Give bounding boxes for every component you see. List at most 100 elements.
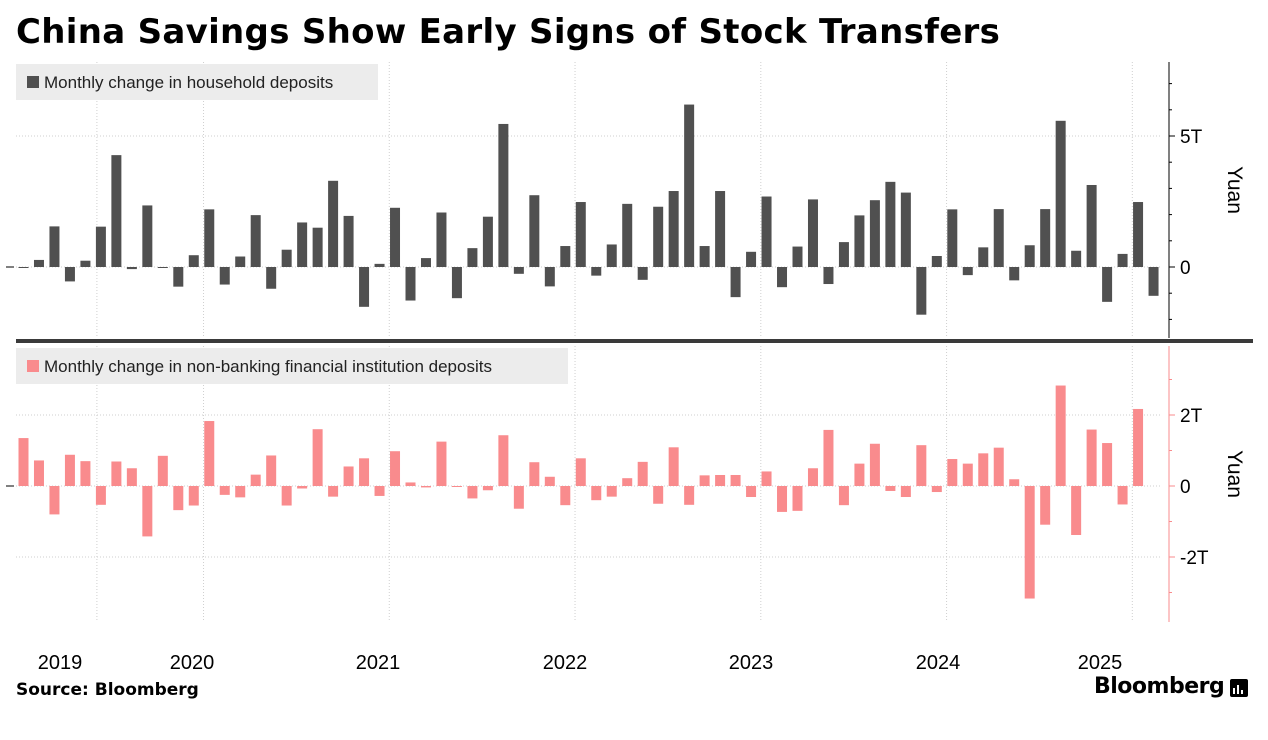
- bar: [838, 486, 849, 506]
- bar: [653, 486, 664, 504]
- bar: [699, 246, 710, 267]
- y-tick-label: 0: [1180, 258, 1191, 279]
- bar: [560, 486, 571, 506]
- bar: [359, 458, 370, 486]
- bar: [266, 267, 277, 289]
- bar: [126, 267, 137, 270]
- bar: [328, 180, 339, 267]
- bar: [173, 486, 184, 511]
- bar: [807, 468, 818, 486]
- bar: [219, 486, 230, 495]
- bar: [544, 267, 555, 287]
- bar: [235, 256, 246, 267]
- bar: [64, 267, 75, 282]
- legend-swatch: [27, 76, 39, 88]
- bar: [622, 203, 633, 267]
- bar: [390, 451, 401, 486]
- bar: [250, 474, 261, 486]
- x-tick-label: 2023: [729, 652, 774, 674]
- bar: [993, 209, 1004, 267]
- bar: [482, 216, 493, 267]
- bar: [792, 486, 803, 511]
- y-tick-label: 2T: [1180, 406, 1203, 427]
- bar: [235, 486, 246, 498]
- bar: [947, 209, 958, 267]
- bar: [529, 462, 540, 486]
- bar: [668, 447, 679, 486]
- bar: [219, 267, 230, 285]
- bar: [575, 458, 586, 486]
- bar: [1148, 267, 1159, 296]
- bar: [188, 255, 199, 267]
- x-tick-label: 2022: [543, 652, 588, 674]
- bar: [854, 463, 865, 486]
- bar: [436, 212, 447, 267]
- bar: [281, 486, 292, 506]
- bar: [420, 258, 431, 267]
- bar: [173, 267, 184, 287]
- bar: [64, 454, 75, 486]
- bar: [823, 429, 834, 486]
- bar: [792, 246, 803, 267]
- bar: [405, 267, 416, 301]
- x-tick-label: 2024: [916, 652, 961, 674]
- x-tick-label: 2019: [38, 652, 83, 674]
- legend-label: Monthly change in non-banking financial …: [44, 357, 492, 376]
- bar: [33, 460, 44, 486]
- bar: [1009, 267, 1020, 281]
- bar: [529, 195, 540, 267]
- bar: [916, 445, 927, 486]
- bar: [80, 461, 91, 486]
- bar: [993, 447, 1004, 486]
- bar: [142, 205, 153, 267]
- bloomberg-logo: Bloomberg: [1094, 674, 1225, 699]
- bar: [606, 486, 617, 497]
- bar: [900, 192, 911, 267]
- bloomberg-chart-icon: [1230, 679, 1248, 697]
- bar: [1055, 120, 1066, 267]
- bar: [1055, 385, 1066, 486]
- bar: [498, 435, 509, 486]
- legend-label: Monthly change in household deposits: [44, 73, 333, 92]
- bar: [436, 441, 447, 486]
- bar: [312, 429, 323, 486]
- x-tick-label: 2020: [170, 652, 215, 674]
- bar: [359, 267, 370, 307]
- bar: [498, 123, 509, 267]
- bar: [1086, 184, 1097, 267]
- bar: [33, 259, 44, 267]
- bar: [684, 104, 695, 267]
- bar: [807, 199, 818, 267]
- bar: [1117, 253, 1128, 267]
- bar: [854, 215, 865, 267]
- bar: [978, 247, 989, 267]
- bar: [668, 191, 679, 267]
- bar: [916, 267, 927, 315]
- bar: [746, 486, 757, 498]
- bar: [560, 246, 571, 267]
- bar: [343, 466, 354, 486]
- bar: [328, 486, 339, 497]
- bar: [730, 267, 741, 298]
- bar: [1102, 443, 1113, 486]
- bar: [513, 486, 524, 509]
- legend-swatch: [27, 360, 39, 372]
- bar: [374, 263, 385, 267]
- bar: [761, 196, 772, 267]
- y-tick-label: 0: [1180, 477, 1191, 498]
- bar: [715, 191, 726, 267]
- bar: [591, 267, 602, 276]
- bar: [699, 475, 710, 486]
- bar: [869, 200, 880, 267]
- bar: [1024, 245, 1035, 267]
- bar: [637, 267, 648, 280]
- bar: [420, 486, 431, 488]
- bar: [1024, 486, 1035, 599]
- bar: [111, 155, 122, 267]
- bar: [126, 468, 137, 486]
- bar: [467, 486, 478, 499]
- panel-divider: [16, 339, 1253, 343]
- bar: [1102, 267, 1113, 302]
- bar: [838, 242, 849, 267]
- bar: [962, 463, 973, 486]
